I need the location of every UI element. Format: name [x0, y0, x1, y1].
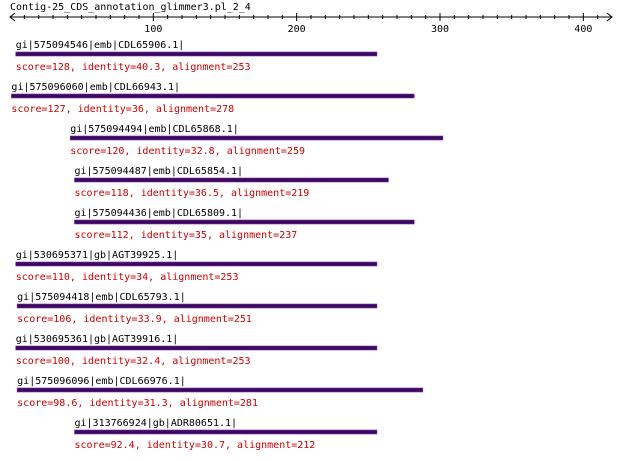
alignment-bar[interactable]	[15, 51, 378, 57]
hit-stats-label: score=120, identity=32.8, alignment=259	[70, 146, 305, 157]
hit-row: gi|575096096|emb|CDL66976.1| score=98.6, …	[16, 376, 424, 409]
hit-id-label[interactable]: gi|575096060|emb|CDL66943.1|	[11, 82, 180, 93]
hit-row: gi|313766924|gb|ADR80651.1| score=92.4, i…	[74, 418, 378, 451]
axis-tick-label: 100	[144, 24, 162, 35]
hit-stats-label: score=106, identity=33.9, alignment=251	[17, 314, 252, 325]
hit-row: gi|575094418|emb|CDL65793.1| score=106, i…	[16, 292, 378, 325]
axis-right-arrow	[606, 12, 613, 22]
hit-stats-label: score=112, identity=35, alignment=237	[75, 230, 298, 241]
hit-id-label[interactable]: gi|530695371|gb|AGT39925.1|	[16, 250, 179, 261]
hit-stats-label: score=92.4, identity=30.7, alignment=212	[75, 440, 316, 451]
hit-stats-label: score=100, identity=32.4, alignment=253	[16, 356, 251, 367]
hit-row: gi|530695371|gb|AGT39925.1| score=110, id…	[15, 250, 378, 283]
hit-row: gi|575094546|emb|CDL65906.1| score=128, i…	[15, 40, 378, 73]
hit-stats-label: score=118, identity=36.5, alignment=219	[75, 188, 310, 199]
alignment-bar[interactable]	[74, 177, 389, 183]
hit-id-label[interactable]: gi|575094494|emb|CDL65868.1|	[70, 124, 239, 135]
alignment-bar[interactable]	[15, 345, 378, 351]
hit-id-label[interactable]: gi|575096096|emb|CDL66976.1|	[17, 376, 186, 387]
alignment-bar[interactable]	[16, 387, 424, 393]
alignment-bar[interactable]	[16, 303, 378, 309]
hit-id-label[interactable]: gi|575094436|emb|CDL65809.1|	[75, 208, 244, 219]
alignment-bar[interactable]	[69, 135, 444, 141]
hit-stats-label: score=127, identity=36, alignment=278	[11, 104, 234, 115]
hit-id-label[interactable]: gi|530695361|gb|AGT39916.1|	[16, 334, 179, 345]
hit-stats-label: score=128, identity=40.3, alignment=253	[16, 62, 251, 73]
hit-id-label[interactable]: gi|575094546|emb|CDL65906.1|	[16, 40, 185, 51]
hit-row: gi|575094494|emb|CDL65868.1| score=120, i…	[69, 124, 444, 157]
alignment-bar[interactable]	[11, 93, 415, 99]
diagram-title: Contig-25_CDS_annotation_glimmer3.pl_2_4	[10, 2, 251, 13]
hit-stats-label: score=98.6, identity=31.3, alignment=281	[17, 398, 258, 409]
hit-row: gi|575094487|emb|CDL65854.1| score=118, i…	[74, 166, 389, 199]
alignment-bar[interactable]	[74, 219, 415, 225]
alignment-bar[interactable]	[74, 429, 378, 435]
alignment-bar[interactable]	[15, 261, 378, 267]
axis-tick-label: 200	[288, 24, 306, 35]
hit-id-label[interactable]: gi|575094487|emb|CDL65854.1|	[75, 166, 244, 177]
axis-left-arrow	[9, 12, 16, 22]
hit-row: gi|530695361|gb|AGT39916.1| score=100, id…	[15, 334, 378, 367]
hit-row: gi|575094436|emb|CDL65809.1| score=112, i…	[74, 208, 415, 241]
hit-stats-label: score=110, identity=34, alignment=253	[16, 272, 239, 283]
hit-id-label[interactable]: gi|313766924|gb|ADR80651.1|	[75, 418, 238, 429]
ruler-axis: 100 200 300 400	[9, 12, 613, 35]
hit-row: gi|575096060|emb|CDL66943.1| score=127, i…	[11, 82, 415, 115]
hit-list: gi|575094546|emb|CDL65906.1| score=128, i…	[11, 40, 444, 451]
axis-tick-label: 400	[574, 24, 592, 35]
axis-tick-label: 300	[431, 24, 449, 35]
hit-id-label[interactable]: gi|575094418|emb|CDL65793.1|	[17, 292, 186, 303]
